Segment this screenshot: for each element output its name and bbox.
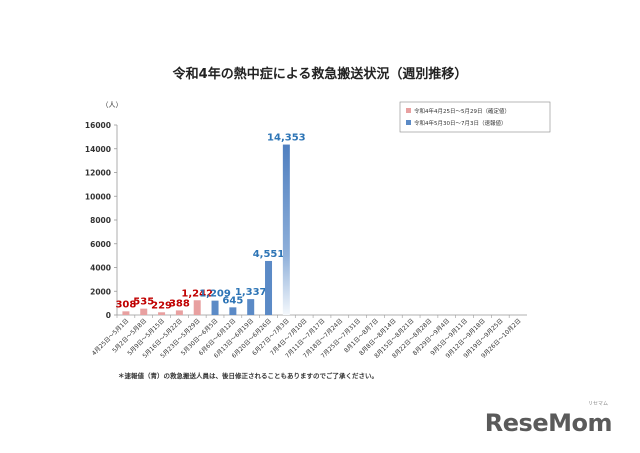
data-label: 308 (115, 299, 136, 310)
legend-swatch (406, 108, 411, 113)
y-tick-label: 6000 (90, 240, 111, 249)
legend-box (399, 101, 551, 133)
data-label: 4,551 (253, 249, 285, 260)
data-label: 14,353 (267, 133, 306, 144)
bar (175, 310, 183, 315)
bar (282, 144, 290, 315)
y-axis-label: （人） (102, 101, 123, 109)
y-tick-label: 8000 (90, 216, 111, 225)
y-tick-label: 16000 (85, 121, 111, 130)
bar (247, 299, 255, 315)
y-tick-label: 0 (106, 311, 111, 320)
data-label: 1,209 (199, 289, 231, 300)
bar (229, 307, 237, 315)
watermark-logo: ReseMom (484, 409, 613, 437)
bar (140, 308, 148, 315)
legend-swatch (406, 120, 411, 125)
data-label: 388 (169, 298, 190, 309)
data-label: 1,242 (181, 288, 213, 299)
data-label: 645 (222, 295, 243, 306)
legend-label: 令和4年4月25日～5月29日（確定値） (414, 107, 510, 115)
footnote: ＊速報値（青）の救急搬送人員は、後日修正されることもありますのでご了承ください。 (118, 371, 378, 380)
bar (211, 300, 219, 315)
legend-label: 令和4年5月30日～7月3日（速報値） (414, 119, 507, 127)
data-label: 1,337 (235, 287, 267, 298)
watermark-kana: リセマム (587, 401, 608, 407)
y-tick-label: 14000 (85, 145, 111, 154)
data-label: 535 (133, 297, 154, 308)
bar (193, 300, 201, 315)
y-tick-label: 2000 (90, 287, 111, 296)
bar (265, 260, 273, 315)
data-label: 229 (151, 300, 172, 311)
y-tick-label: 4000 (90, 264, 111, 273)
chart-title: 令和4年の熱中症による救急搬送状況（週別推移） (173, 66, 468, 82)
y-tick-label: 12000 (85, 169, 111, 178)
y-tick-label: 10000 (85, 192, 111, 201)
bar (158, 312, 166, 315)
bar (122, 311, 130, 315)
